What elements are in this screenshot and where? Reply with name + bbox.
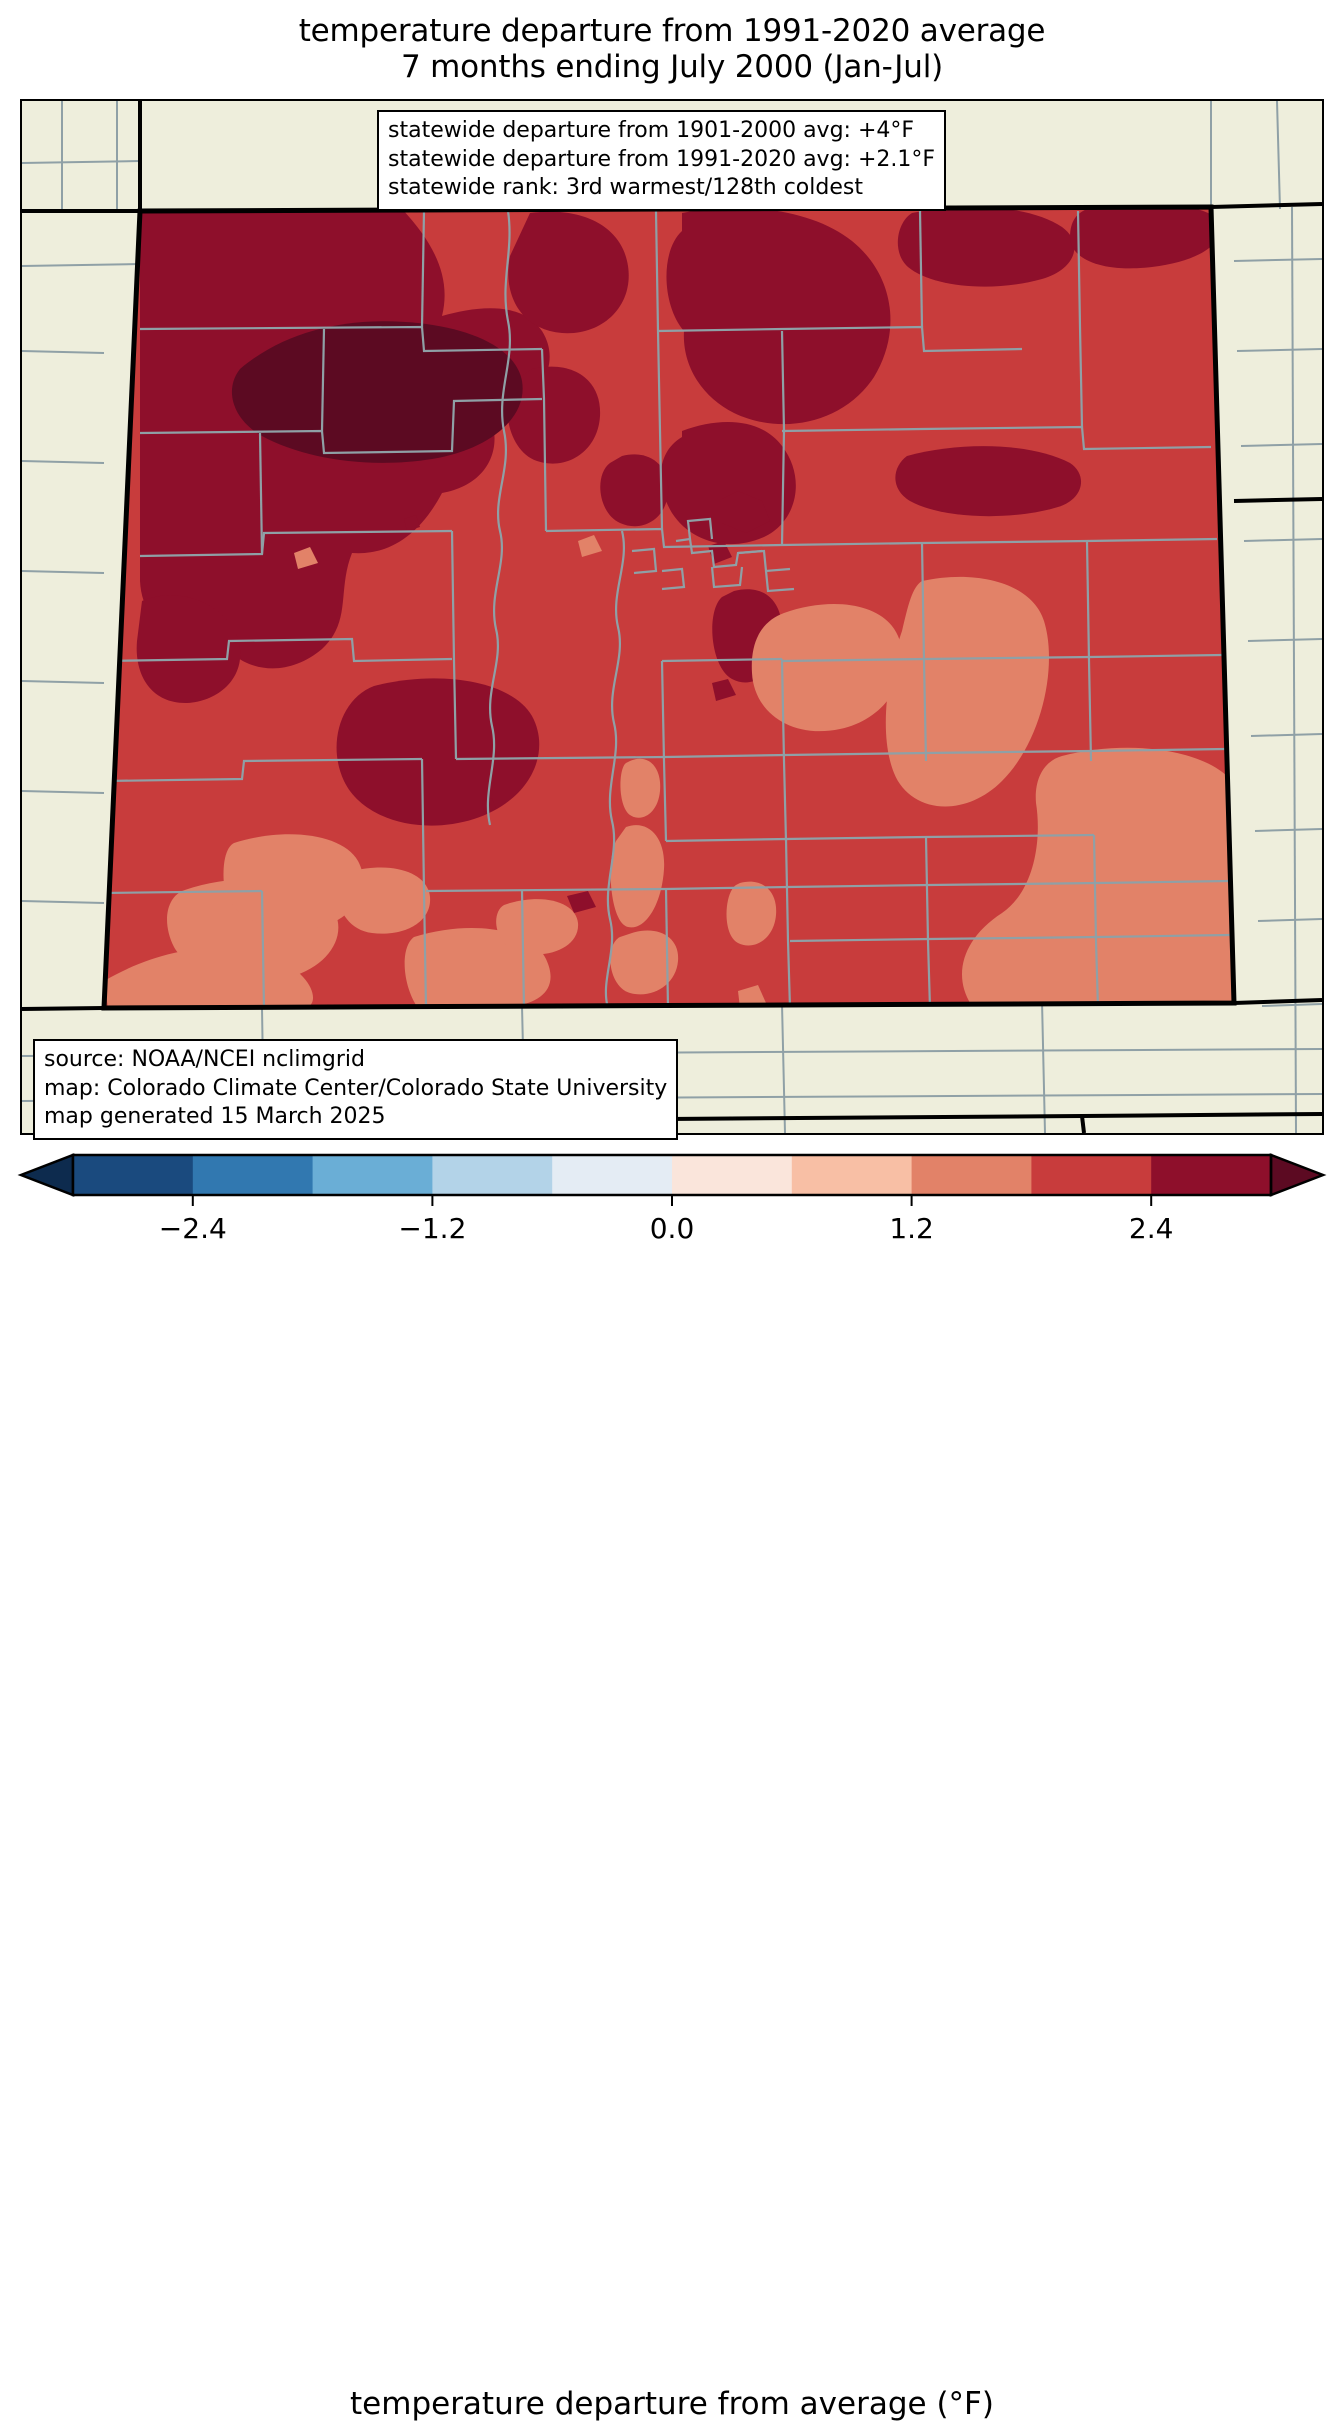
colorbar-svg: −2.4 −1.2 0.0 1.2 2.4 xyxy=(17,1153,1327,1245)
band-deep-core xyxy=(231,321,523,463)
colorbar-tick-label: 1.2 xyxy=(889,1212,934,1245)
source-line: source: NOAA/NCEI nclimgrid xyxy=(44,1047,365,1072)
stats-rank: statewide rank: 3rd warmest/128th coldes… xyxy=(388,175,863,201)
colorbar-band xyxy=(1151,1155,1272,1195)
colorbar-band xyxy=(192,1155,314,1195)
colorbar-band xyxy=(73,1155,194,1195)
colorbar-band xyxy=(1031,1155,1152,1195)
statewide-stats-box: statewide departure from 1901-2000 avg: … xyxy=(377,110,947,211)
colorbar-tick-label: −2.4 xyxy=(159,1212,227,1245)
colorbar: −2.4 −1.2 0.0 1.2 2.4 temperature departure … xyxy=(0,1143,1344,2422)
map-generated-line: map generated 15 March 2025 xyxy=(44,1104,386,1130)
colorbar-tick-label: −1.2 xyxy=(398,1212,466,1245)
colorbar-band xyxy=(312,1155,433,1195)
colorbar-band xyxy=(552,1155,673,1195)
colorbar-band xyxy=(432,1155,553,1195)
colorbar-bands xyxy=(17,1153,1327,1197)
colorbar-tick-label: 0.0 xyxy=(650,1212,695,1245)
band-salmon-regions xyxy=(104,535,1234,1008)
stats-departure-1991-2020: statewide departure from 1991-2020 avg: … xyxy=(388,146,936,172)
stats-departure-1901-2000: statewide departure from 1901-2000 avg: … xyxy=(388,118,915,143)
colorado-county-lines xyxy=(104,210,1231,1008)
colorbar-under-arrow xyxy=(17,1153,75,1197)
colorbar-tick-label: 2.4 xyxy=(1129,1212,1174,1245)
colorbar-over-arrow xyxy=(1269,1153,1327,1197)
colorbar-band xyxy=(672,1155,793,1195)
colorbar-axis-label: temperature departure from average (°F) xyxy=(350,2386,994,2422)
colorado-choropleth-map xyxy=(22,101,1322,1133)
temperature-departure-surface xyxy=(104,207,1234,1008)
colorbar-ticks: −2.4 −1.2 0.0 1.2 2.4 xyxy=(159,1195,1174,1245)
map-credit-line: map: Colorado Climate Center/Colorado St… xyxy=(44,1075,668,1101)
colorbar-band xyxy=(911,1155,1032,1195)
title-line-1: temperature departure from 1991-2020 ave… xyxy=(298,13,1046,49)
source-credit-box: source: NOAA/NCEI nclimgrid map: Colorad… xyxy=(33,1039,679,1140)
figure-title: temperature departure from 1991-2020 ave… xyxy=(0,13,1344,86)
climate-map-figure: temperature departure from 1991-2020 ave… xyxy=(0,13,1344,2422)
colorbar-band xyxy=(791,1155,913,1195)
title-line-2: 7 months ending July 2000 (Jan-Jul) xyxy=(400,48,944,85)
map-panel xyxy=(20,99,1324,1135)
